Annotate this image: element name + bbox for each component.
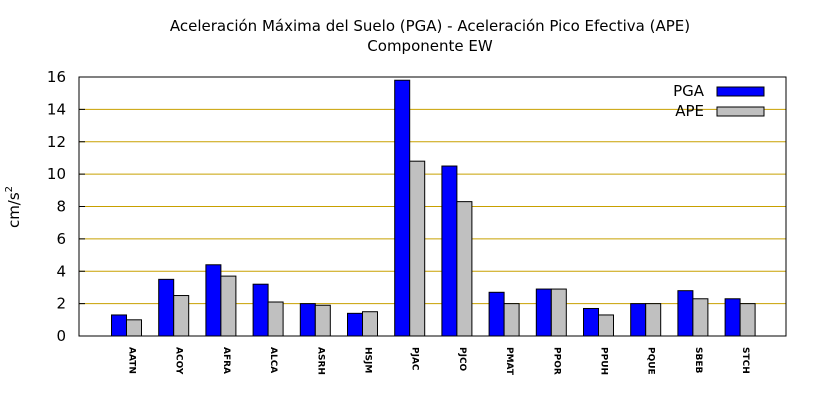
x-tick-label: PJAC	[410, 347, 420, 371]
bar-pga-asrh	[299, 303, 316, 337]
legend: PGA APE	[673, 82, 765, 120]
bar-pga-aatn	[111, 314, 127, 337]
bar-ape-pjco	[456, 201, 473, 337]
bar-pga-ppor	[535, 288, 552, 337]
y-tick-label: 2	[56, 295, 66, 313]
y-tick-label: 16	[47, 68, 66, 86]
x-tick-label: AATN	[127, 347, 137, 374]
bar-ape-ppor	[550, 288, 567, 337]
y-tick-label: 8	[56, 198, 66, 216]
legend-swatch-ape	[716, 106, 765, 117]
x-axis-categories: AATN ACOY AFRA ALCA ASRH HSJM PJAC PJCO PMAT PPOR…	[127, 347, 751, 376]
x-tick-label: SBEB	[693, 347, 703, 373]
bar-ape-asrh	[314, 304, 331, 337]
y-axis-label-text: cm/s	[5, 192, 23, 228]
bar-pga-alca	[252, 283, 269, 337]
y-tick-label: 14	[47, 100, 66, 118]
legend-swatch-pga	[716, 86, 765, 97]
bar-pga-ppuh	[583, 307, 599, 337]
bar-pga-sbeb	[677, 290, 694, 337]
grid-lines	[79, 108, 786, 305]
x-tick-label: HSJM	[363, 347, 373, 373]
legend-label-pga: PGA	[673, 82, 705, 100]
chart-title: Aceleración Máxima del Suelo (PGA) - Ace…	[170, 17, 690, 35]
bar-ape-stch	[739, 303, 756, 337]
bar-pga-acoy	[158, 278, 175, 337]
bar-pga-afra	[205, 264, 222, 337]
y-tick-label: 4	[56, 262, 66, 280]
bar-pga-pjac	[394, 79, 411, 337]
x-tick-label: ALCA	[268, 347, 278, 373]
svg-text:cm/s2: cm/s2	[4, 186, 23, 228]
y-axis-ticks: 0 2 4 6 8 10 12 14 16	[47, 68, 85, 345]
x-tick-label: STCH	[740, 347, 750, 374]
x-tick-label: PMAT	[504, 347, 514, 376]
x-tick-label: ASRH	[315, 347, 325, 375]
bar-pga-pmat	[488, 291, 505, 337]
y-axis-label-superscript: 2	[4, 186, 15, 192]
bar-pga-pjco	[441, 165, 458, 337]
bar-pga-stch	[724, 298, 741, 337]
bar-ape-acoy	[173, 295, 190, 337]
bar-pga-hsjm	[347, 312, 363, 337]
x-tick-label: AFRA	[221, 347, 231, 374]
bar-ape-pjac	[409, 160, 426, 337]
legend-label-ape: APE	[675, 102, 704, 120]
y-axis-label: cm/s2	[4, 186, 23, 228]
x-tick-label: PJCO	[457, 347, 467, 372]
bar-ape-ppuh	[598, 314, 614, 337]
bar-ape-alca	[267, 301, 284, 337]
bar-ape-aatn	[126, 319, 142, 337]
bar-ape-sbeb	[692, 298, 709, 337]
plot-frame	[78, 76, 787, 337]
bar-pga-pque	[630, 303, 647, 337]
y-tick-label: 10	[47, 165, 66, 183]
y-tick-label: 12	[47, 133, 66, 151]
x-tick-label: PQUE	[646, 347, 656, 375]
y-tick-label: 6	[56, 230, 66, 248]
y-tick-label: 0	[56, 327, 66, 345]
x-tick-label: ACOY	[174, 347, 184, 375]
bars	[111, 79, 756, 337]
bar-ape-pmat	[503, 303, 520, 337]
bar-ape-pque	[645, 303, 662, 337]
x-tick-label: PPOR	[551, 347, 561, 375]
bar-ape-hsjm	[362, 311, 378, 337]
chart-subtitle: Componente EW	[367, 37, 493, 55]
bar-ape-afra	[220, 275, 237, 337]
x-tick-label: PPUH	[599, 347, 609, 375]
